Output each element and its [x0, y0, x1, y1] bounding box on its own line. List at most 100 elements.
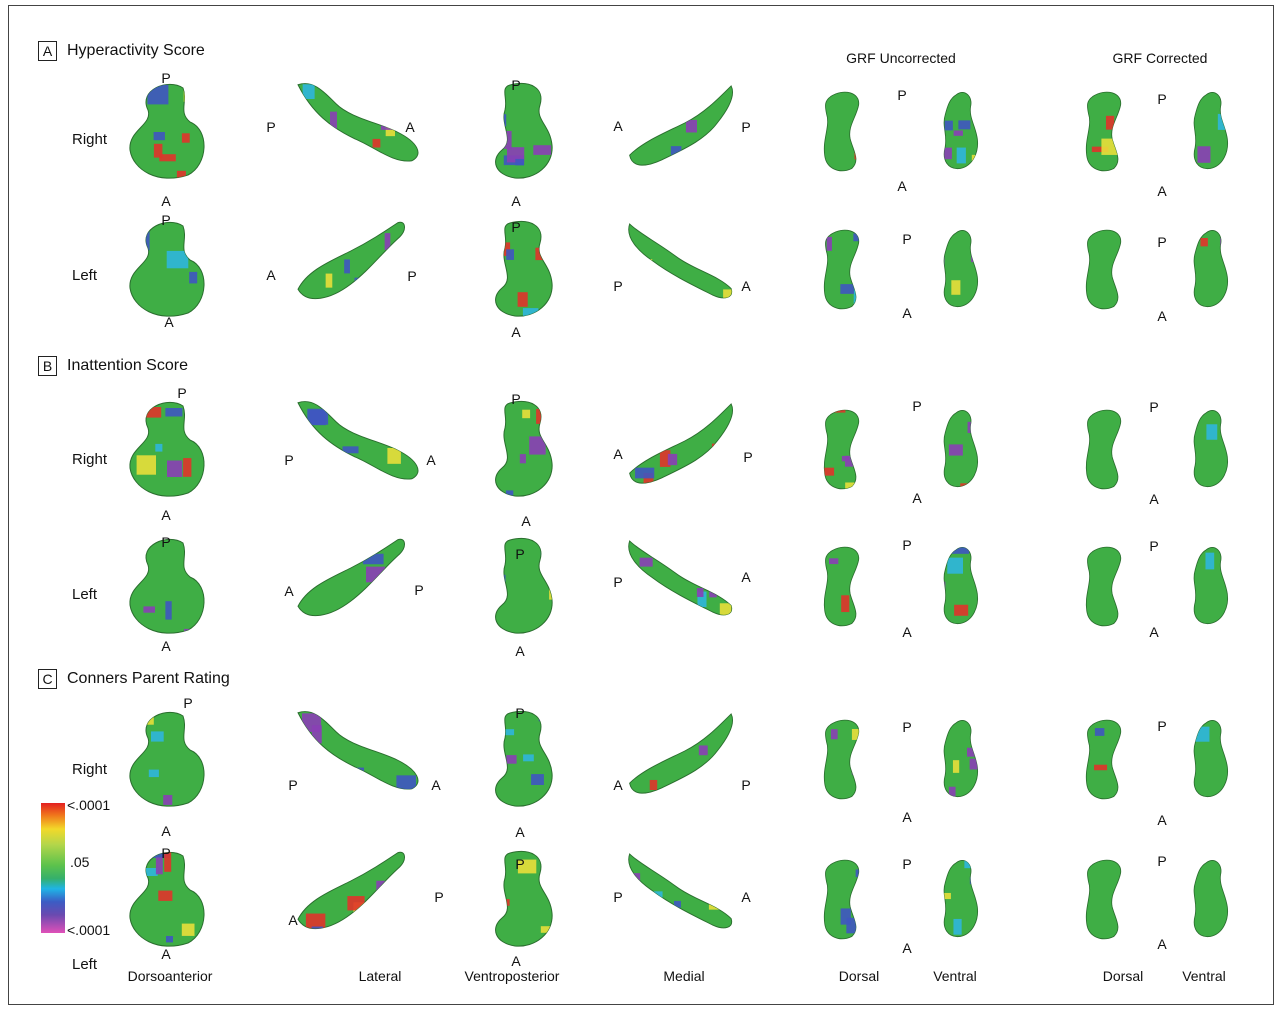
orientation-label-posterior: P [288, 777, 298, 793]
orientation-label-posterior: P [177, 385, 187, 401]
hippocampus-surface-render [629, 713, 733, 794]
orientation-label-posterior: P [515, 856, 525, 872]
hippocampus-surface-render [297, 851, 405, 930]
orientation-label-posterior: P [161, 70, 171, 86]
orientation-label-posterior: P [613, 889, 623, 905]
hippocampus-surface-render [129, 83, 205, 179]
hippocampus-surface-render [1085, 409, 1122, 490]
orientation-label-anterior: A [515, 643, 525, 659]
panel-letter: C [38, 669, 57, 689]
hippocampus-surface-render [629, 85, 733, 166]
hippocampus-surface-render [129, 538, 205, 634]
orientation-label-anterior: A [1157, 308, 1167, 324]
hippocampus-surface-render [823, 546, 860, 627]
hippocampus-surface-render [495, 83, 553, 179]
hippocampus-surface-render [297, 711, 419, 790]
hippocampus-surface-render [823, 229, 860, 310]
orientation-label-anterior: A [741, 889, 751, 905]
hippocampus-surface-render [1085, 91, 1122, 172]
view-label-medial: Medial [663, 968, 705, 984]
hippocampus-surface-render [628, 540, 733, 616]
colorbar-label-top: <.0001 [67, 797, 111, 813]
panel-c-title: C Conners Parent Rating [38, 669, 230, 689]
orientation-label-anterior: A [515, 824, 525, 840]
hippocampus-surface-render [943, 229, 979, 307]
hippocampus-surface-render [1085, 229, 1122, 310]
hippocampus-surface-render [1193, 229, 1229, 307]
orientation-label-anterior: A [164, 314, 174, 330]
orientation-label-anterior: A [161, 507, 171, 523]
orientation-label-posterior: P [1157, 853, 1167, 869]
view-label-dorsoanterior: Dorsoanterior [127, 968, 213, 984]
hippocampus-surface-render [1193, 409, 1229, 487]
view-label-dorsal: Dorsal [838, 968, 880, 984]
hippocampus-surface-render [1085, 546, 1122, 627]
orientation-label-anterior: A [1157, 812, 1167, 828]
panel-a-title: A Hyperactivity Score [38, 41, 205, 61]
panel-b-title: B Inattention Score [38, 356, 188, 376]
hemisphere-label-right: Right [72, 131, 108, 148]
hippocampus-surface-render [943, 719, 979, 797]
orientation-label-posterior: P [414, 582, 424, 598]
orientation-label-anterior: A [511, 193, 521, 209]
orientation-label-anterior: A [161, 193, 171, 209]
orientation-label-posterior: P [511, 219, 521, 235]
orientation-label-anterior: A [1149, 491, 1159, 507]
hippocampus-surface-render [1085, 859, 1122, 940]
orientation-label-anterior: A [511, 953, 521, 969]
orientation-label-anterior: A [902, 940, 912, 956]
hippocampus-surface-render [1193, 859, 1229, 937]
hippocampus-surface-render [495, 401, 553, 497]
orientation-label-anterior: A [902, 305, 912, 321]
hippocampus-surface-render [943, 409, 979, 487]
hippocampus-surface-render [129, 221, 205, 317]
p-value-colorbar [41, 803, 65, 933]
orientation-label-anterior: A [897, 178, 907, 194]
orientation-label-anterior: A [741, 569, 751, 585]
hippocampus-surface-render [129, 711, 205, 807]
orientation-label-posterior: P [183, 695, 193, 711]
hippocampus-surface-render [1193, 546, 1229, 624]
hippocampus-surface-render [129, 851, 205, 947]
panel-letter: B [38, 356, 57, 376]
orientation-label-anterior: A [613, 118, 623, 134]
orientation-label-anterior: A [613, 777, 623, 793]
orientation-label-posterior: P [902, 719, 912, 735]
orientation-label-anterior: A [511, 324, 521, 340]
hippocampus-surface-render [129, 401, 205, 497]
panel-letter: A [38, 41, 57, 61]
hemisphere-label-right: Right [72, 761, 108, 778]
hippocampus-surface-render [1193, 719, 1229, 797]
orientation-label-anterior: A [426, 452, 436, 468]
view-label-dorsal: Dorsal [1102, 968, 1144, 984]
orientation-label-posterior: P [902, 537, 912, 553]
orientation-label-anterior: A [161, 638, 171, 654]
hippocampus-surface-render [495, 711, 553, 807]
colorbar-label-bottom: <.0001 [67, 922, 111, 938]
orientation-label-posterior: P [511, 77, 521, 93]
orientation-label-posterior: P [434, 889, 444, 905]
orientation-label-anterior: A [161, 946, 171, 962]
hippocampus-surface-render [943, 546, 979, 624]
orientation-label-posterior: P [511, 391, 521, 407]
hippocampus-surface-render [823, 409, 860, 490]
orientation-label-posterior: P [613, 574, 623, 590]
figure-frame [8, 5, 1274, 1005]
orientation-label-anterior: A [1149, 624, 1159, 640]
hemisphere-label-left: Left [72, 267, 98, 284]
orientation-label-posterior: P [1157, 234, 1167, 250]
hippocampus-surface-render [823, 859, 860, 940]
orientation-label-posterior: P [741, 119, 751, 135]
hippocampus-surface-render [628, 223, 733, 299]
view-label-ventroposterior: Ventroposterior [464, 968, 560, 984]
orientation-label-posterior: P [902, 856, 912, 872]
hippocampus-surface-render [1193, 91, 1229, 169]
orientation-label-posterior: P [912, 398, 922, 414]
hippocampus-surface-render [495, 851, 553, 947]
panel-title: Conners Parent Rating [67, 670, 230, 687]
orientation-label-posterior: P [1157, 718, 1167, 734]
orientation-label-posterior: P [266, 119, 276, 135]
hippocampus-surface-render [297, 83, 419, 162]
hippocampus-surface-render [823, 719, 860, 800]
hippocampus-surface-render [629, 403, 733, 484]
